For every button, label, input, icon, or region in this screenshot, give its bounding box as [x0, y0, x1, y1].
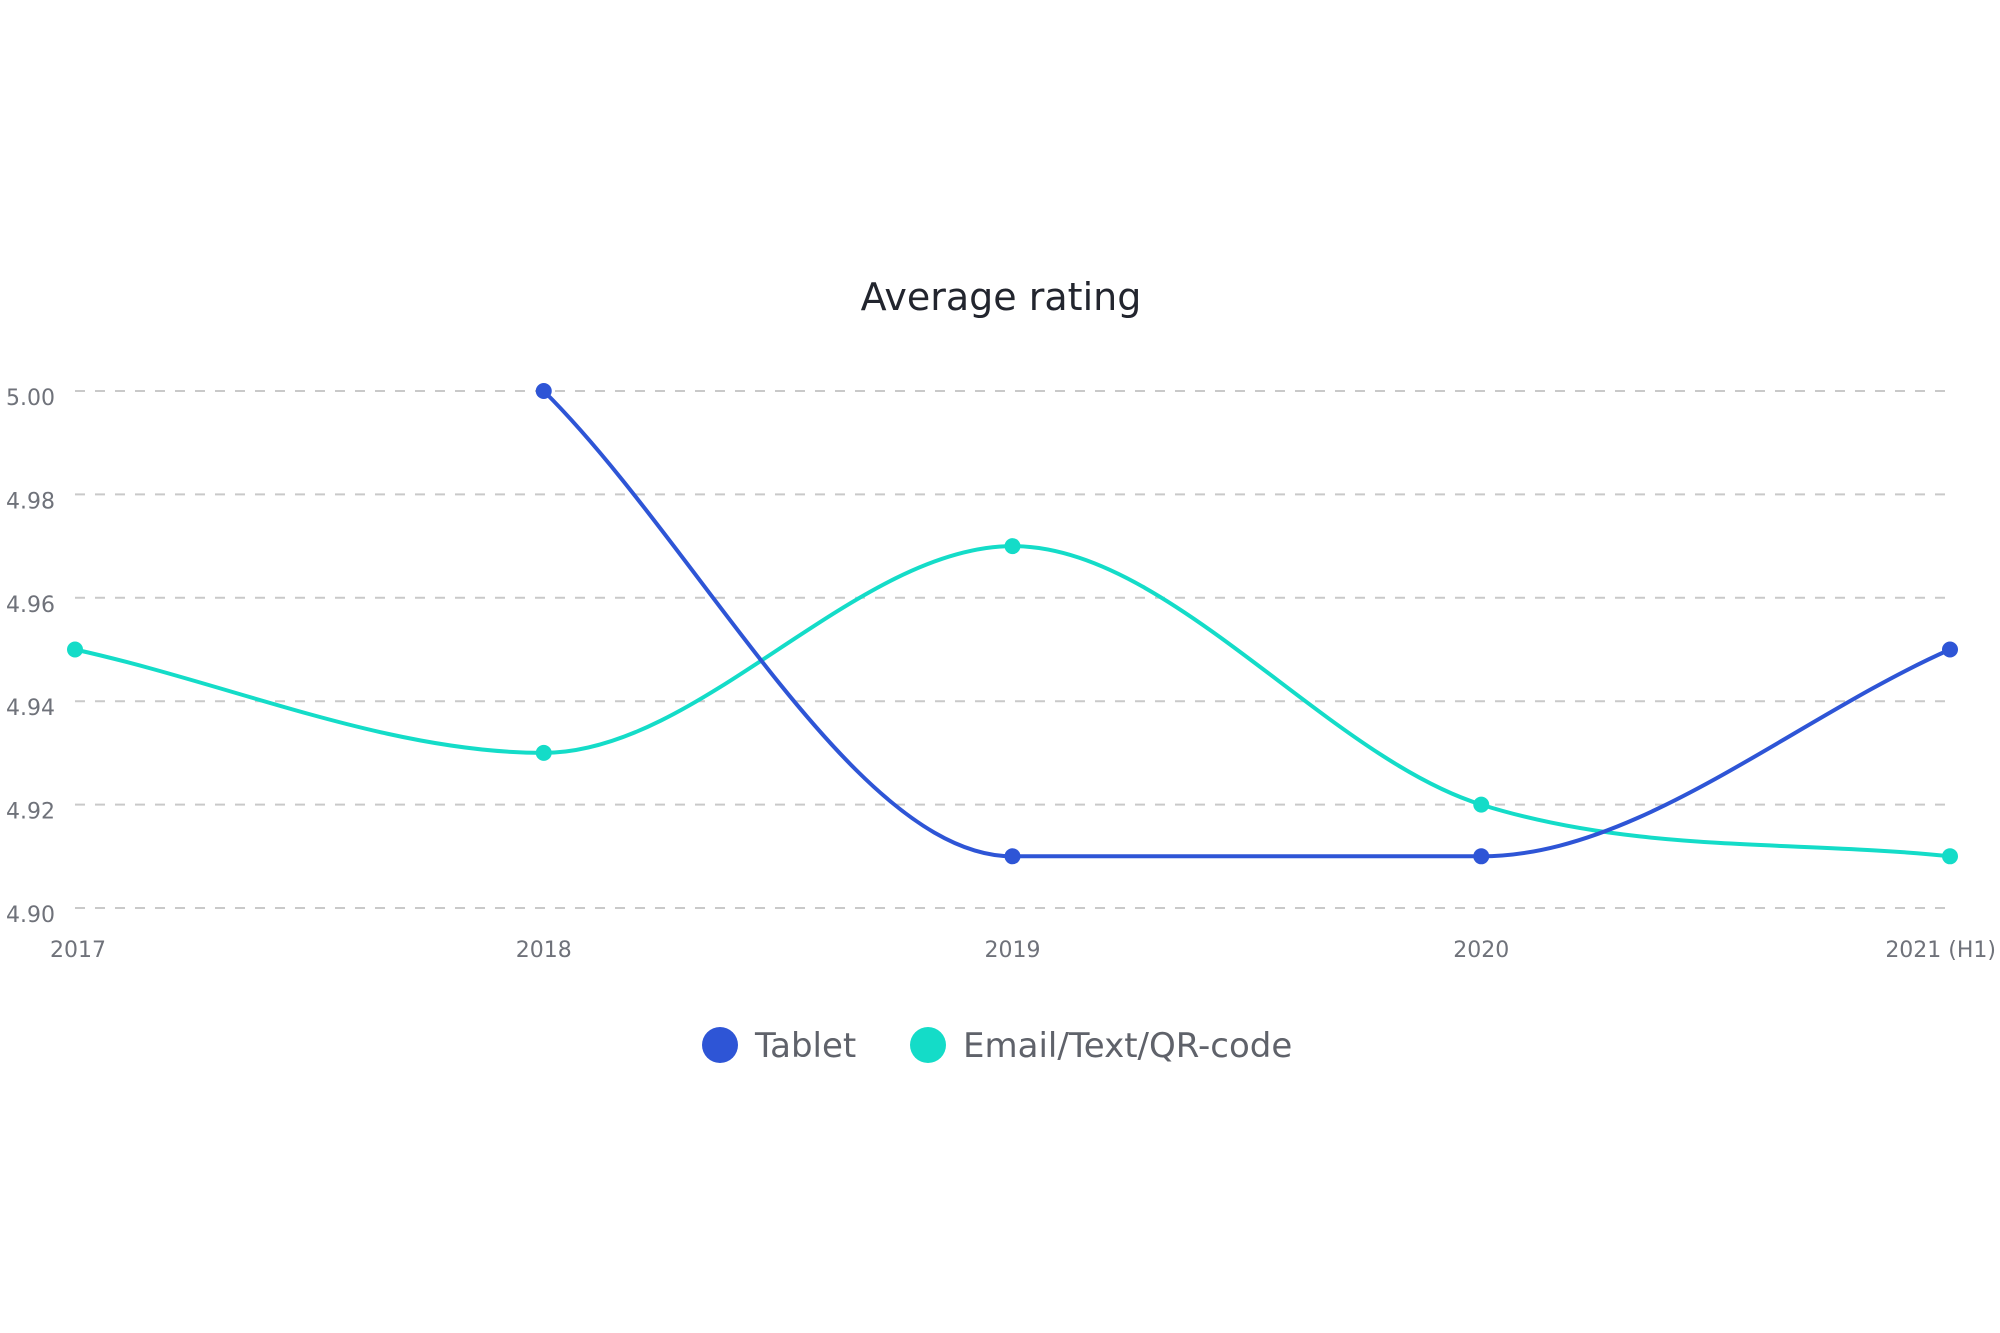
legend-marker [910, 1027, 946, 1063]
data-point-tablet[interactable] [1004, 848, 1021, 865]
y-tick-label: 4.96 [6, 593, 55, 618]
y-tick-label: 4.90 [6, 903, 55, 928]
data-point-email-text-qr-code[interactable] [67, 641, 83, 658]
data-point-email-text-qr-code[interactable] [535, 744, 552, 761]
series-tablet [535, 383, 1958, 865]
gridlines [75, 390, 1950, 909]
x-tick-label: 2018 [516, 938, 572, 963]
data-point-tablet[interactable] [1473, 848, 1490, 865]
chart-title: Average rating [861, 275, 1142, 319]
series-line-tablet [541, 389, 1952, 859]
legend-item-tablet[interactable]: Tablet [702, 1026, 856, 1066]
y-tick-label: 5.00 [6, 386, 55, 411]
x-tick-label: 2019 [985, 938, 1041, 963]
legend-item-email-text-qr-code[interactable]: Email/Text/QR-code [910, 1026, 1292, 1066]
series-email-text-qr-code [67, 538, 1958, 865]
legend[interactable]: Tablet Email/Text/QR-code [702, 1026, 1292, 1066]
y-tick-label: 4.94 [6, 696, 55, 721]
x-tick-label: 2021 (H1) [1885, 938, 1996, 963]
data-point-tablet[interactable] [535, 383, 552, 399]
y-tick-label: 4.92 [6, 800, 55, 825]
data-point-tablet[interactable] [1942, 641, 1958, 658]
legend-marker [702, 1027, 738, 1063]
data-point-email-text-qr-code[interactable] [1004, 538, 1021, 555]
legend-label: Tablet [754, 1026, 856, 1066]
series-lines [67, 383, 1958, 865]
y-axis-tick-labels: 4.90 4.92 4.94 4.96 4.98 5.00 [6, 386, 55, 928]
x-tick-label: 2020 [1453, 938, 1509, 963]
data-point-email-text-qr-code[interactable] [1942, 848, 1958, 865]
legend-label: Email/Text/QR-code [963, 1026, 1292, 1066]
data-point-email-text-qr-code[interactable] [1473, 796, 1490, 813]
x-tick-label: 2017 [50, 938, 106, 963]
y-tick-label: 4.98 [6, 489, 55, 514]
x-axis-tick-labels: 2017 2018 2019 2020 2021 (H1) [50, 938, 1996, 963]
